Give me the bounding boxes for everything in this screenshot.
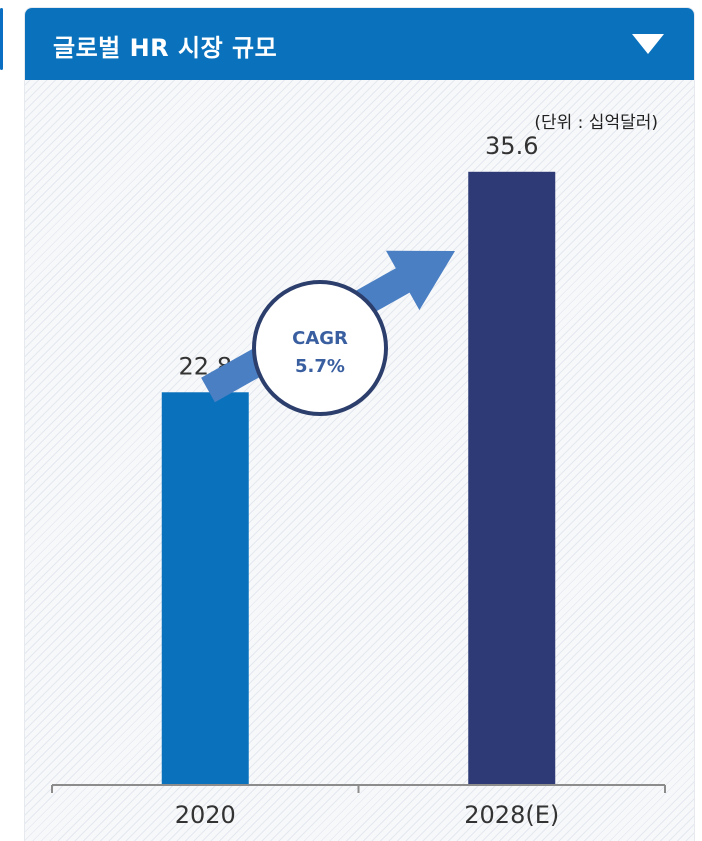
panel-title: 글로벌 HR 시장 규모 bbox=[53, 34, 278, 62]
cagr-circle bbox=[252, 280, 388, 416]
data-label: 35.6 bbox=[485, 132, 538, 160]
left-edge-accent bbox=[0, 8, 3, 70]
cagr-label: CAGR bbox=[292, 328, 348, 349]
cagr-value: 5.7% bbox=[295, 356, 345, 377]
unit-label: (단위 : 십억달러) bbox=[534, 113, 658, 133]
x-tick-label: 2020 bbox=[175, 801, 236, 829]
x-tick-label: 2028(E) bbox=[464, 801, 559, 829]
chart-panel: 글로벌 HR 시장 규모 (단위 : 십억달러) 22.8 35.6 2020 20… bbox=[24, 7, 695, 841]
triangle-down-icon[interactable] bbox=[632, 34, 664, 54]
panel-header[interactable]: 글로벌 HR 시장 규모 bbox=[25, 8, 694, 80]
bar-2028(E) bbox=[468, 171, 556, 786]
bar-2020 bbox=[161, 392, 249, 785]
